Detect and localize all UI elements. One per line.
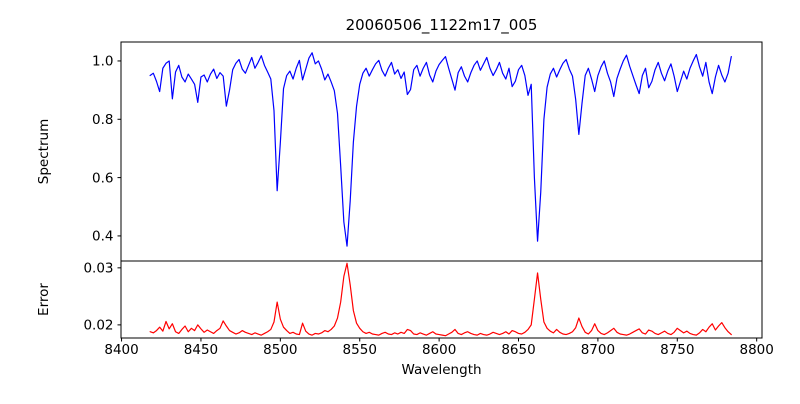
spectrum-y-tick-label: 0.4 [92,229,113,245]
spectrum-y-axis-ticks: 0.4 0.6 0.8 1.0 [92,54,121,245]
error-line [149,262,732,337]
error-panel-frame [120,260,763,339]
x-axis-ticks: 8400 8450 8500 8550 8600 8650 8700 8750 8800 [104,338,774,358]
x-tick-label: 8450 [184,342,218,358]
error-y-axis-ticks: 0.02 0.03 [83,261,121,334]
x-tick-label: 8600 [422,342,456,358]
spectrum-line [149,52,732,247]
x-tick-label: 8550 [343,342,377,358]
spectrum-y-axis-label: Spectrum [36,119,52,184]
x-tick-label: 8650 [501,342,535,358]
x-axis-label: Wavelength [401,362,481,378]
spectrum-y-tick-label: 1.0 [92,54,113,70]
x-tick-label: 8400 [104,342,138,358]
x-tick-label: 8800 [740,342,774,358]
chart-title: 20060506_1122m17_005 [346,16,538,35]
error-y-tick-label: 0.03 [83,261,113,277]
error-panel: 0.02 0.03 8400 8450 8500 8550 8600 8650 8700 875… [83,260,774,358]
spectrum-y-tick-label: 0.6 [92,170,113,186]
error-y-tick-label: 0.02 [83,318,113,334]
x-tick-label: 8750 [660,342,694,358]
spectrum-y-tick-label: 0.8 [92,112,113,128]
x-tick-label: 8700 [581,342,615,358]
error-y-axis-label: Error [36,283,52,316]
x-tick-label: 8500 [263,342,297,358]
